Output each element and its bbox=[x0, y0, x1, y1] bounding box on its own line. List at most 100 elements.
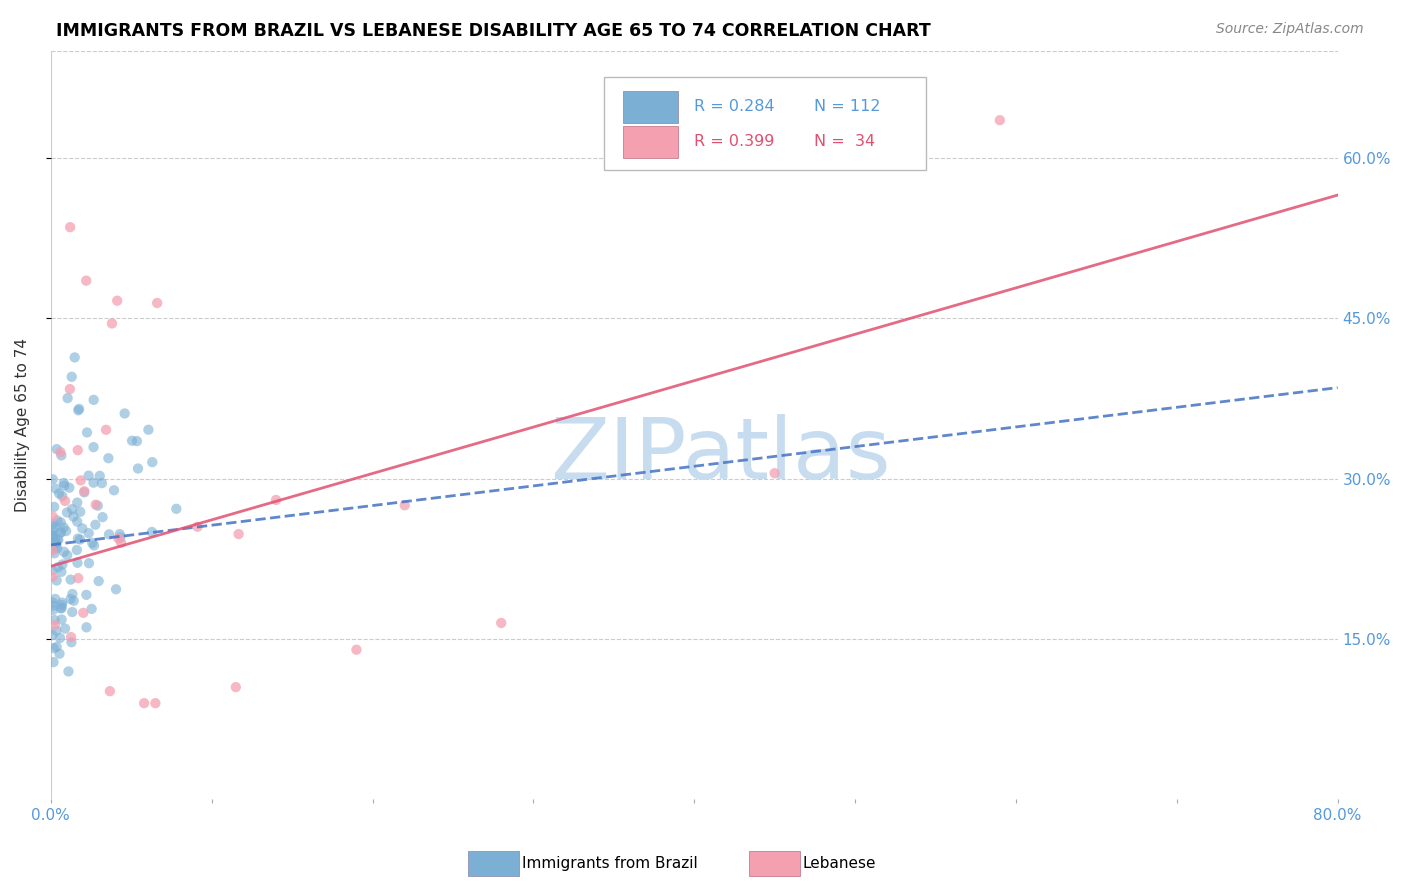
Point bbox=[45, 574, 67, 588]
Point bbox=[76, 425, 98, 440]
Point bbox=[394, 498, 416, 512]
Point bbox=[49, 526, 72, 541]
Point bbox=[121, 434, 143, 448]
Point bbox=[51, 601, 73, 615]
Point bbox=[145, 696, 167, 710]
Point bbox=[89, 468, 111, 483]
Point bbox=[45, 536, 67, 550]
Point bbox=[105, 293, 128, 308]
Point bbox=[44, 500, 66, 514]
Point bbox=[51, 598, 73, 612]
Point bbox=[66, 495, 89, 509]
FancyBboxPatch shape bbox=[623, 91, 678, 122]
Point bbox=[165, 501, 187, 516]
Point bbox=[101, 317, 124, 331]
Point bbox=[186, 519, 208, 533]
Point bbox=[53, 478, 76, 492]
Text: N =  34: N = 34 bbox=[814, 134, 875, 149]
Point bbox=[51, 558, 73, 572]
Point bbox=[44, 618, 66, 632]
Point bbox=[83, 538, 105, 552]
Point bbox=[225, 680, 247, 694]
Text: Source: ZipAtlas.com: Source: ZipAtlas.com bbox=[1216, 22, 1364, 37]
Point bbox=[41, 564, 63, 578]
Point bbox=[141, 455, 163, 469]
Point bbox=[988, 113, 1011, 128]
Point bbox=[49, 601, 72, 615]
Point bbox=[67, 403, 90, 417]
Point bbox=[42, 509, 65, 524]
Point bbox=[48, 533, 70, 547]
Point bbox=[72, 521, 94, 535]
Point bbox=[62, 594, 84, 608]
Point bbox=[91, 510, 114, 524]
Point bbox=[87, 499, 110, 513]
Point bbox=[228, 527, 250, 541]
Point bbox=[77, 556, 100, 570]
Point bbox=[53, 622, 76, 636]
Point bbox=[42, 523, 65, 537]
Point bbox=[75, 274, 97, 288]
FancyBboxPatch shape bbox=[623, 127, 678, 158]
Point bbox=[56, 506, 79, 520]
Point bbox=[44, 546, 66, 560]
Point bbox=[110, 531, 132, 545]
Point bbox=[60, 635, 83, 649]
Point bbox=[60, 502, 83, 516]
Point bbox=[49, 525, 72, 540]
Point bbox=[41, 628, 63, 642]
Point bbox=[98, 527, 121, 541]
Point bbox=[69, 474, 91, 488]
Point bbox=[75, 588, 97, 602]
Point bbox=[60, 587, 83, 601]
Point bbox=[63, 351, 86, 365]
Point bbox=[60, 630, 83, 644]
Point bbox=[44, 613, 66, 627]
Point bbox=[59, 573, 82, 587]
Point bbox=[90, 476, 112, 491]
Point bbox=[66, 543, 89, 558]
Point bbox=[83, 392, 105, 407]
Point bbox=[49, 516, 72, 530]
Point bbox=[46, 513, 69, 527]
Point bbox=[42, 599, 65, 613]
Point bbox=[103, 483, 125, 498]
Point bbox=[67, 401, 90, 416]
Point bbox=[105, 582, 128, 597]
Point bbox=[41, 595, 63, 609]
Point bbox=[41, 542, 63, 557]
Point bbox=[42, 472, 65, 486]
Point bbox=[66, 556, 89, 570]
Point bbox=[763, 466, 786, 480]
Point bbox=[59, 220, 82, 235]
Point bbox=[41, 528, 63, 542]
Point bbox=[41, 529, 63, 543]
Point bbox=[72, 606, 94, 620]
Point bbox=[73, 484, 96, 499]
Point bbox=[45, 482, 67, 496]
Point bbox=[264, 492, 287, 507]
Point bbox=[82, 536, 104, 550]
Point bbox=[146, 296, 169, 310]
Point bbox=[51, 449, 73, 463]
FancyBboxPatch shape bbox=[605, 77, 927, 170]
Point bbox=[66, 532, 89, 546]
Point bbox=[66, 443, 89, 458]
Point bbox=[107, 532, 129, 546]
Text: Immigrants from Brazil: Immigrants from Brazil bbox=[522, 856, 697, 871]
Point bbox=[41, 570, 63, 584]
Point bbox=[69, 505, 91, 519]
Point bbox=[45, 640, 67, 654]
Point bbox=[55, 524, 77, 538]
Point bbox=[53, 545, 76, 559]
Point bbox=[46, 541, 69, 555]
Point bbox=[76, 620, 98, 634]
Text: R = 0.399: R = 0.399 bbox=[695, 134, 775, 149]
Point bbox=[60, 605, 83, 619]
Text: ZIPatlas: ZIPatlas bbox=[550, 414, 890, 497]
Point bbox=[346, 642, 368, 657]
Point bbox=[52, 520, 75, 534]
Point bbox=[83, 440, 105, 454]
Point bbox=[77, 526, 100, 541]
Point bbox=[69, 533, 91, 547]
